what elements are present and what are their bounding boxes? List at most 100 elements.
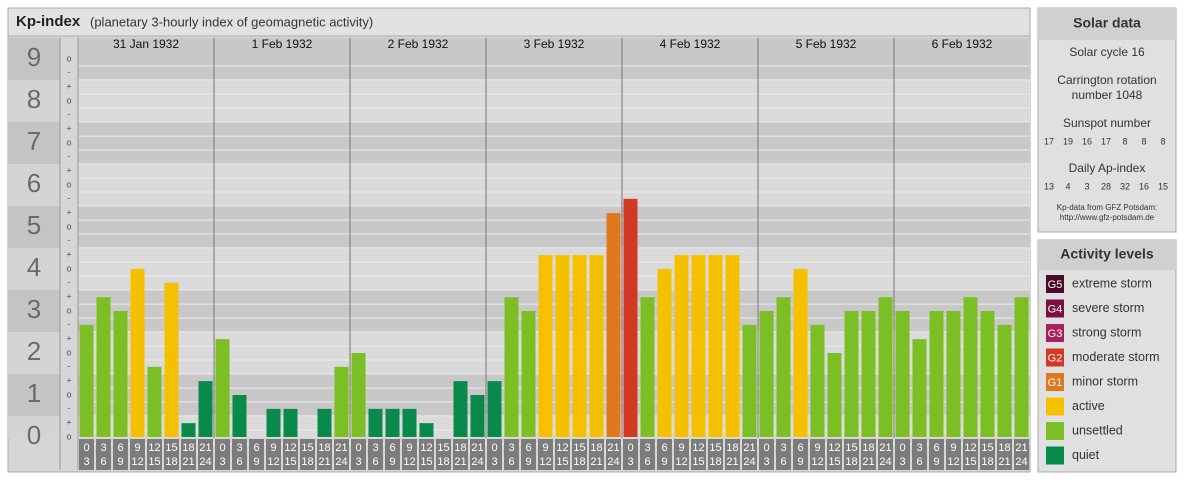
hour-end: 21 <box>454 456 466 468</box>
hour-box <box>589 439 604 470</box>
hour-end: 9 <box>661 456 667 468</box>
hour-end: 3 <box>627 456 633 468</box>
hour-end: 15 <box>964 456 976 468</box>
hour-start: 3 <box>236 442 242 454</box>
bar <box>130 269 145 437</box>
y-tick-label: 2 <box>27 336 41 366</box>
source: http://www.gfz-potsdam.de <box>1060 213 1155 222</box>
hour-end: 3 <box>899 456 905 468</box>
hour-start: 21 <box>335 442 347 454</box>
axis-band <box>8 416 60 438</box>
bar <box>385 408 400 437</box>
y-tick-label: 1 <box>27 378 41 408</box>
hour-box <box>895 439 910 470</box>
hour-end: 21 <box>998 456 1010 468</box>
y-minor-label: + <box>66 376 71 386</box>
hour-end: 15 <box>556 456 568 468</box>
hour-start: 0 <box>219 442 225 454</box>
hour-end: 12 <box>811 456 823 468</box>
y-minor-label: + <box>66 292 71 302</box>
solar-cycle: Solar cycle 16 <box>1069 45 1145 59</box>
chart-title: Kp-index <box>16 13 81 30</box>
bar <box>776 297 791 437</box>
hour-end: 6 <box>916 456 922 468</box>
hour-end: 24 <box>335 456 347 468</box>
hour-box <box>113 439 128 470</box>
bar <box>640 297 655 437</box>
hour-box <box>674 439 689 470</box>
hour-end: 24 <box>607 456 619 468</box>
hour-end: 15 <box>284 456 296 468</box>
hour-box <box>266 439 281 470</box>
bar <box>504 297 519 437</box>
hour-box <box>215 439 230 470</box>
y-minor-label: o <box>66 95 71 105</box>
hour-box <box>623 439 638 470</box>
y-minor-label: - <box>68 151 71 161</box>
hour-box <box>521 439 536 470</box>
y-minor-label: - <box>68 235 71 245</box>
hour-end: 6 <box>236 456 242 468</box>
hour-end: 9 <box>117 456 123 468</box>
hour-end: 9 <box>389 456 395 468</box>
hour-end: 15 <box>420 456 432 468</box>
hour-end: 24 <box>879 456 891 468</box>
legend-label: severe storm <box>1072 301 1144 315</box>
hour-box <box>283 439 298 470</box>
hour-start: 6 <box>661 442 667 454</box>
y-minor-label: - <box>68 319 71 329</box>
hour-start: 21 <box>199 442 211 454</box>
y-minor-label: + <box>66 166 71 176</box>
y-minor-label: o <box>66 137 71 147</box>
hour-start: 15 <box>845 442 857 454</box>
legend-title-bar <box>1038 240 1176 270</box>
hour-box <box>130 439 145 470</box>
hour-start: 6 <box>933 442 939 454</box>
bar <box>232 395 247 437</box>
hour-end: 24 <box>1015 456 1027 468</box>
hour-start: 15 <box>165 442 177 454</box>
bar <box>997 324 1012 437</box>
hour-end: 3 <box>219 456 225 468</box>
hour-start: 18 <box>998 442 1010 454</box>
y-minor-label: + <box>66 124 71 134</box>
hour-box <box>402 439 417 470</box>
legend-label: strong storm <box>1072 325 1141 339</box>
legend-swatch <box>1046 422 1064 440</box>
legend-swatch <box>1046 324 1064 342</box>
hour-start: 18 <box>182 442 194 454</box>
hour-box <box>79 439 94 470</box>
y-tick-label: 6 <box>27 168 41 198</box>
hour-end: 21 <box>182 456 194 468</box>
hour-box <box>844 439 859 470</box>
hour-end: 15 <box>148 456 160 468</box>
hour-box <box>470 439 485 470</box>
ap-value: 28 <box>1101 181 1111 191</box>
hour-start: 0 <box>899 442 905 454</box>
legend-code: G1 <box>1048 377 1063 389</box>
chart-subtitle: (planetary 3-hourly index of geomagnetic… <box>90 14 373 29</box>
bar <box>1014 297 1029 437</box>
hour-box <box>538 439 553 470</box>
hour-start: 3 <box>916 442 922 454</box>
bar <box>878 297 893 437</box>
legend-label: unsettled <box>1072 423 1123 437</box>
hour-start: 3 <box>780 442 786 454</box>
hour-end: 9 <box>525 456 531 468</box>
source: Kp-data from GFZ Potsdam: <box>1057 203 1157 212</box>
axis-band <box>8 332 60 374</box>
day-label: 4 Feb 1932 <box>660 37 721 51</box>
hour-end: 3 <box>355 456 361 468</box>
bar <box>453 381 468 437</box>
hour-start: 18 <box>590 442 602 454</box>
bar <box>657 269 672 437</box>
bar <box>895 311 910 437</box>
hour-box <box>912 439 927 470</box>
hour-end: 9 <box>933 456 939 468</box>
hour-box <box>810 439 825 470</box>
sunspots-value: 19 <box>1063 136 1073 146</box>
hour-box <box>300 439 315 470</box>
hour-end: 21 <box>726 456 738 468</box>
hour-start: 12 <box>964 442 976 454</box>
